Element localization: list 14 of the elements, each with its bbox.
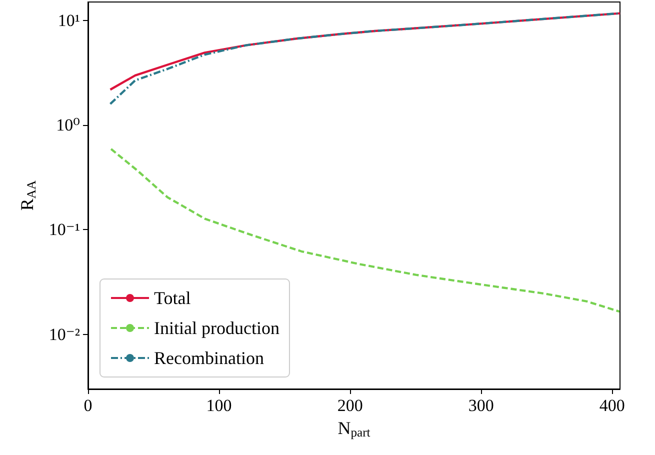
y-tick-label: 10⁻¹: [48, 220, 80, 240]
legend-label: Recombination: [154, 348, 264, 368]
x-tick-label: 100: [206, 396, 232, 415]
x-tick-label: 200: [337, 396, 363, 415]
y-tick-label: 10¹: [58, 10, 80, 30]
legend-label: Total: [154, 288, 191, 308]
x-tick-label: 400: [599, 396, 625, 415]
y-tick-label: 10⁰: [56, 116, 80, 135]
y-tick-label: 10⁻²: [48, 324, 80, 344]
legend-label: Initial production: [154, 318, 280, 338]
x-tick-label: 300: [468, 396, 494, 415]
y-axis-title: RAA: [17, 180, 38, 211]
line-series: [110, 148, 621, 313]
x-tick-label: 0: [84, 396, 92, 415]
